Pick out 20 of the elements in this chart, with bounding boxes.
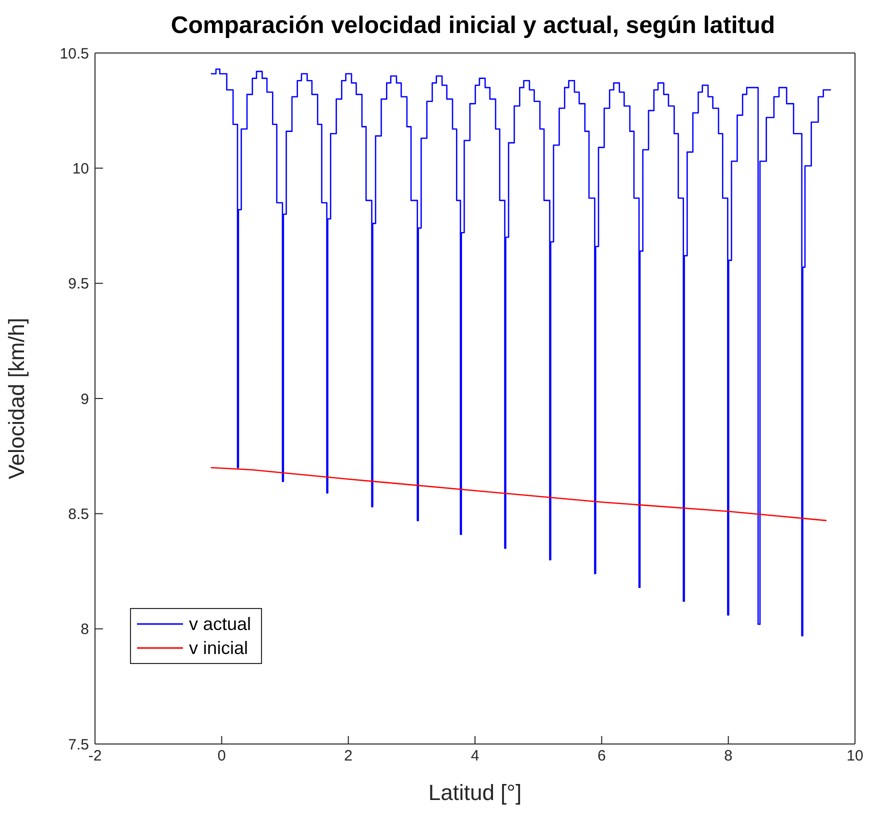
x-tick-label: 10: [846, 748, 864, 765]
y-tick-label: 10: [72, 160, 89, 178]
x-tick-label: 8: [724, 748, 733, 765]
legend-label: v actual: [189, 613, 252, 636]
x-tick-label: -2: [88, 748, 102, 765]
chart-title: Comparación velocidad inicial y actual, según latitud: [170, 12, 776, 40]
legend-label: v inicial: [189, 637, 248, 660]
y-axis-title: Velocidad [km/h]: [4, 318, 29, 480]
x-tick-label: 2: [344, 748, 353, 765]
x-tick-label: 0: [217, 748, 226, 765]
x-tick-label: 6: [597, 748, 606, 765]
y-tick-label: 9.5: [68, 276, 89, 293]
line-series: [210, 466, 828, 522]
y-tick-label: 10.5: [60, 45, 89, 62]
x-axis-title: Latitud [°]: [428, 780, 522, 805]
x-tick-label: 4: [470, 748, 480, 765]
y-tick-label: 7.5: [68, 736, 89, 754]
y-tick-label: 8: [80, 621, 89, 638]
y-tick-label: 9: [80, 390, 89, 408]
y-tick-label: 8.5: [68, 506, 89, 523]
